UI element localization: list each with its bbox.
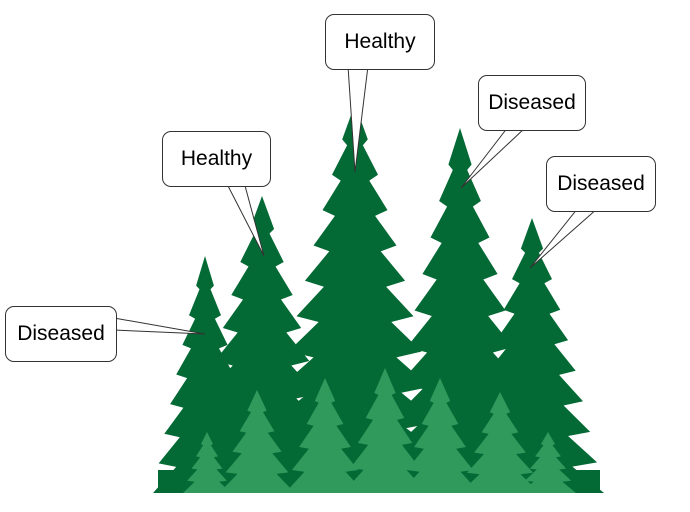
foreground-tree-7 <box>520 432 576 493</box>
light-trees <box>183 368 576 493</box>
callout-tree-5-text: Diseased <box>557 172 645 195</box>
foreground-tree-1 <box>183 432 231 493</box>
callout-tree-3: Healthy <box>325 14 435 70</box>
callout-leader-4 <box>460 126 528 189</box>
callout-leader-1 <box>113 317 206 335</box>
callout-tree-1-text: Diseased <box>17 322 105 345</box>
foreground-tree-4 <box>343 368 427 493</box>
callout-leaders <box>113 65 600 335</box>
callout-tree-3-text: Healthy <box>344 30 416 53</box>
foreground-tree-5 <box>400 378 480 493</box>
callout-tree-4: Diseased <box>478 75 586 131</box>
callout-tree-2: Healthy <box>162 131 271 187</box>
callout-tree-2-text: Healthy <box>180 147 253 170</box>
callout-tree-5: Diseased <box>546 156 656 212</box>
tree-2 <box>184 196 340 493</box>
foreground-tree-2 <box>219 390 295 493</box>
callout-tree-1: Diseased <box>5 306 117 362</box>
foreground-tree-3 <box>285 378 365 493</box>
callout-leader-5 <box>529 207 600 269</box>
foreground-tree-6 <box>460 392 540 493</box>
callout-tree-4-text: Diseased <box>488 91 576 114</box>
